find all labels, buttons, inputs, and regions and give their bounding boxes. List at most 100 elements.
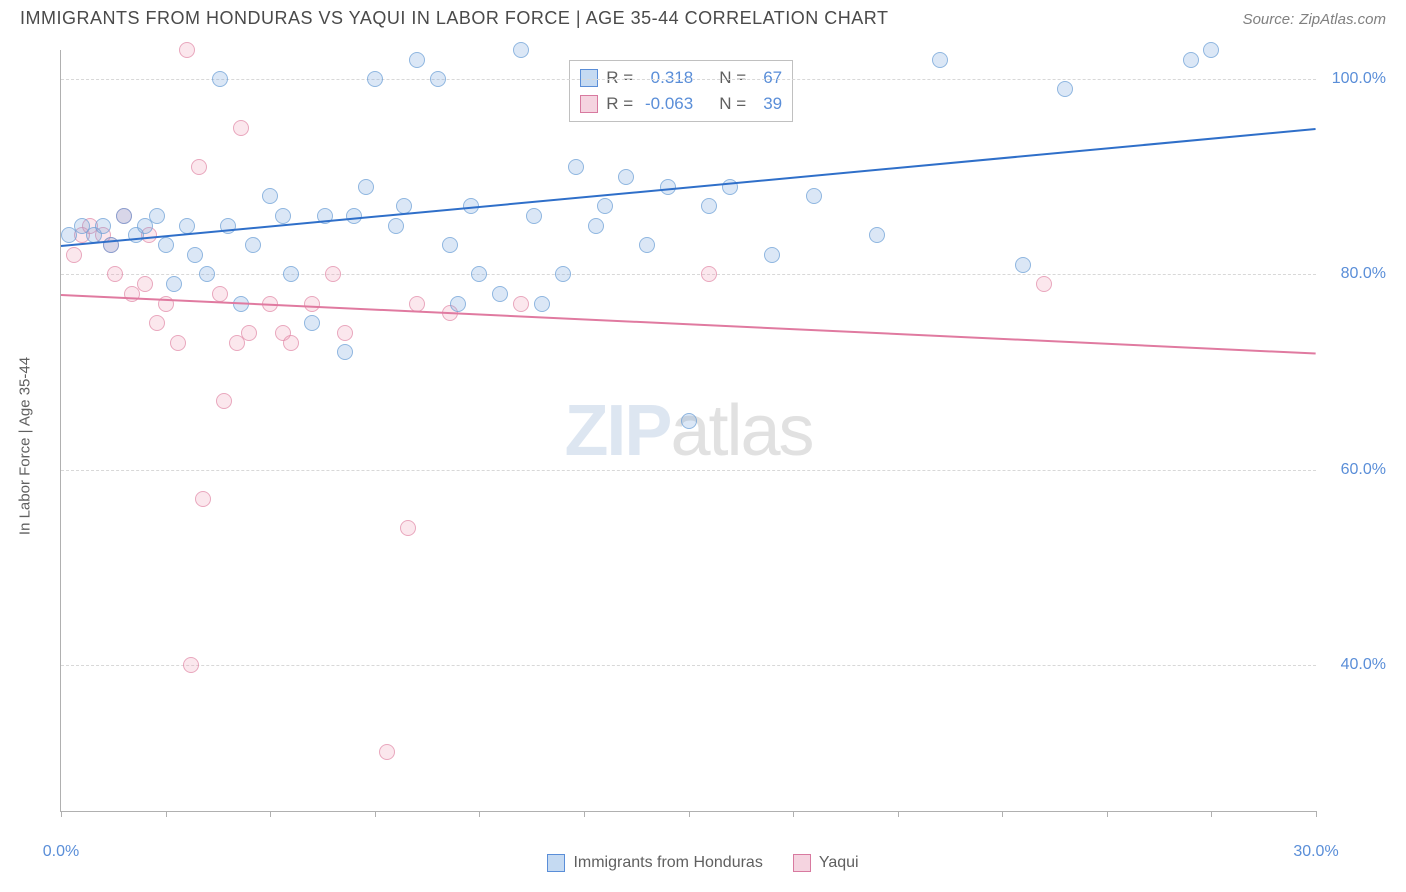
data-point-pink [183,657,199,673]
data-point-blue [116,208,132,224]
data-point-pink [379,744,395,760]
swatch-blue-icon [580,69,598,87]
data-point-blue [471,266,487,282]
data-point-pink [513,296,529,312]
gridline [61,470,1316,471]
r-label: R = [606,68,633,88]
data-point-blue [513,42,529,58]
n-value-pink: 39 [754,94,782,114]
data-point-blue [618,169,634,185]
r-value-blue: 0.318 [641,68,693,88]
data-point-pink [304,296,320,312]
source-credit: Source: ZipAtlas.com [1243,8,1386,29]
data-point-blue [149,208,165,224]
n-label: N = [719,94,746,114]
x-tick [584,811,585,817]
source-label: Source: [1243,11,1295,28]
source-name: ZipAtlas.com [1299,11,1386,28]
data-point-blue [212,71,228,87]
data-point-pink [701,266,717,282]
x-tick [1211,811,1212,817]
data-point-blue [158,237,174,253]
data-point-blue [199,266,215,282]
bottom-legend: Immigrants from Honduras Yaqui [0,854,1406,872]
trend-line-blue [61,128,1316,247]
x-tick [166,811,167,817]
legend-item-blue: Immigrants from Honduras [547,854,762,872]
data-point-blue [534,296,550,312]
data-point-blue [283,266,299,282]
watermark-atlas: atlas [670,391,812,471]
data-point-blue [450,296,466,312]
x-tick [1002,811,1003,817]
stats-row-pink: R = -0.063 N = 39 [580,91,782,117]
data-point-pink [107,266,123,282]
data-point-blue [337,344,353,360]
data-point-blue [639,237,655,253]
data-point-blue [681,413,697,429]
y-tick-label: 40.0% [1326,656,1386,674]
data-point-blue [1057,81,1073,97]
data-point-pink [400,520,416,536]
data-point-pink [170,335,186,351]
data-point-blue [764,247,780,263]
x-tick [61,811,62,817]
data-point-blue [275,208,291,224]
data-point-pink [337,325,353,341]
data-point-blue [597,198,613,214]
data-point-pink [212,286,228,302]
data-point-blue [442,237,458,253]
data-point-blue [346,208,362,224]
data-point-blue [430,71,446,87]
y-axis-title: In Labor Force | Age 35-44 [17,357,34,535]
data-point-pink [149,315,165,331]
data-point-blue [1015,257,1031,273]
swatch-pink-icon [580,95,598,113]
data-point-pink [1036,276,1052,292]
data-point-blue [932,52,948,68]
data-point-pink [179,42,195,58]
x-tick [375,811,376,817]
data-point-pink [191,159,207,175]
r-value-pink: -0.063 [641,94,693,114]
gridline [61,665,1316,666]
legend-label-blue: Immigrants from Honduras [573,854,762,872]
scatter-plot-area: ZIPatlas R = 0.318 N = 67 R = -0.063 N =… [60,50,1316,812]
data-point-blue [358,179,374,195]
r-label: R = [606,94,633,114]
data-point-pink [216,393,232,409]
data-point-blue [806,188,822,204]
data-point-blue [568,159,584,175]
x-tick [793,811,794,817]
gridline [61,274,1316,275]
x-tick [898,811,899,817]
data-point-blue [701,198,717,214]
x-tick [270,811,271,817]
data-point-pink [66,247,82,263]
data-point-blue [555,266,571,282]
n-label: N = [719,68,746,88]
y-tick-label: 80.0% [1326,265,1386,283]
legend-item-pink: Yaqui [793,854,859,872]
data-point-blue [245,237,261,253]
data-point-blue [304,315,320,331]
data-point-blue [492,286,508,302]
y-tick-label: 100.0% [1326,70,1386,88]
x-tick [1107,811,1108,817]
data-point-blue [409,52,425,68]
x-tick [689,811,690,817]
data-point-pink [283,335,299,351]
data-point-blue [388,218,404,234]
data-point-blue [526,208,542,224]
data-point-pink [409,296,425,312]
chart-title: IMMIGRANTS FROM HONDURAS VS YAQUI IN LAB… [20,8,888,29]
data-point-pink [233,120,249,136]
data-point-pink [195,491,211,507]
data-point-pink [241,325,257,341]
x-tick [1316,811,1317,817]
watermark-zip: ZIP [564,391,670,471]
x-tick [479,811,480,817]
data-point-blue [367,71,383,87]
stats-row-blue: R = 0.318 N = 67 [580,65,782,91]
data-point-blue [1203,42,1219,58]
